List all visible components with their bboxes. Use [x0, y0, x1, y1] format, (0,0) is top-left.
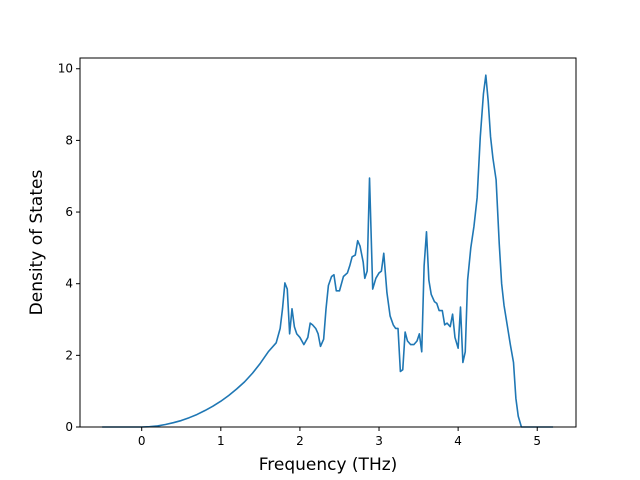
y-tick-label: 8	[65, 133, 73, 147]
x-tick-label: 0	[138, 434, 146, 448]
y-tick-label: 4	[65, 277, 73, 291]
x-axis-ticks: 0 1 2 3 4 5	[138, 427, 541, 448]
y-axis-ticks: 0 2 4 6 8 10	[58, 62, 80, 434]
x-tick-label: 5	[533, 434, 541, 448]
x-tick-label: 4	[454, 434, 462, 448]
y-tick-label: 0	[65, 420, 73, 434]
y-tick-label: 6	[65, 205, 73, 219]
dos-series-line	[102, 74, 554, 428]
x-tick-label: 1	[217, 434, 225, 448]
x-tick-label: 3	[375, 434, 383, 448]
y-tick-label: 10	[58, 62, 73, 76]
y-axis-label: Density of States	[27, 170, 47, 316]
x-axis-label: Frequency (THz)	[259, 455, 398, 475]
x-tick-label: 2	[296, 434, 304, 448]
y-tick-label: 2	[65, 348, 73, 362]
series-layer	[102, 74, 554, 428]
plot-frame	[79, 57, 577, 428]
